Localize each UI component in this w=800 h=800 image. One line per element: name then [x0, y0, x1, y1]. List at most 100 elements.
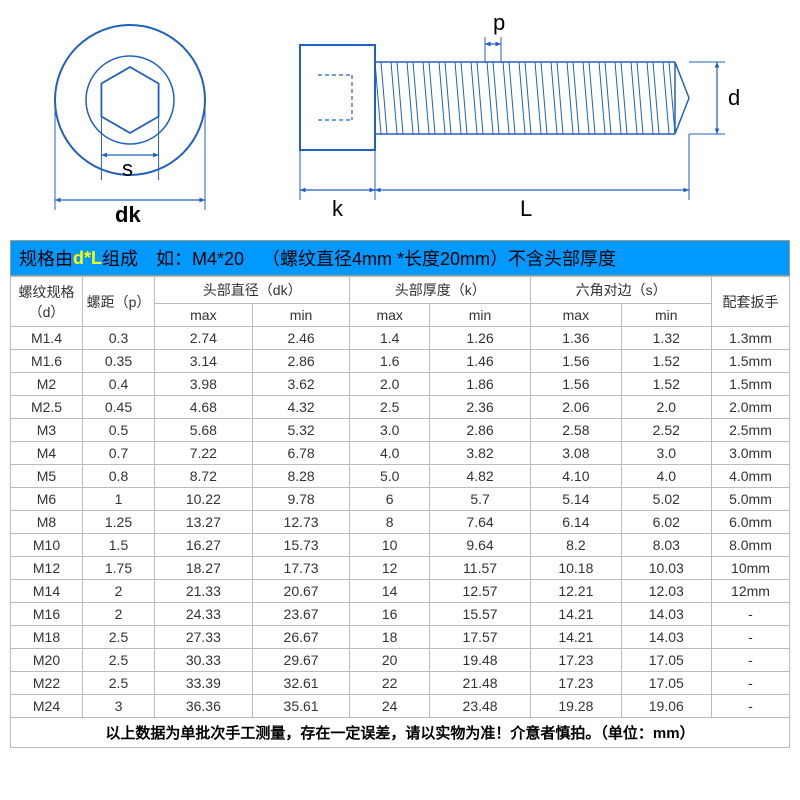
cell: -	[712, 649, 790, 672]
cell: M14	[11, 580, 83, 603]
cell: 2.5	[350, 396, 429, 419]
cell: 3.98	[155, 373, 253, 396]
cell: 1.56	[531, 350, 621, 373]
cell: 1.6	[350, 350, 429, 373]
cell: 6.78	[252, 442, 350, 465]
cell: 3.0	[350, 419, 429, 442]
label-p: p	[493, 10, 505, 36]
col-wrench: 配套扳手	[712, 277, 790, 327]
cell: -	[712, 603, 790, 626]
cell: -	[712, 626, 790, 649]
cell: 17.57	[429, 626, 530, 649]
cell: 2.52	[621, 419, 711, 442]
cell: 5.0	[350, 465, 429, 488]
cell: 12mm	[712, 580, 790, 603]
cell: 2.58	[531, 419, 621, 442]
spec-table: 螺纹规格（d） 螺距（p） 头部直径（dk） 头部厚度（k） 六角对边（s） 配…	[10, 276, 790, 718]
cell: 0.5	[83, 419, 155, 442]
cell: 19.28	[531, 695, 621, 718]
cell: 2.86	[252, 350, 350, 373]
cell: 3.62	[252, 373, 350, 396]
cell: 18	[350, 626, 429, 649]
cell: 3.0mm	[712, 442, 790, 465]
cell: 8.28	[252, 465, 350, 488]
cell: 10.18	[531, 557, 621, 580]
cell: M1.4	[11, 327, 83, 350]
cell: 16	[350, 603, 429, 626]
col-s-max: max	[531, 304, 621, 327]
cell: M4	[11, 442, 83, 465]
cell: 10.03	[621, 557, 711, 580]
cell: 3.14	[155, 350, 253, 373]
cell: 23.67	[252, 603, 350, 626]
cell: 4.0	[350, 442, 429, 465]
cell: 24.33	[155, 603, 253, 626]
cell: 5.68	[155, 419, 253, 442]
cell: 2.5	[83, 649, 155, 672]
cell: M1.6	[11, 350, 83, 373]
cell: 0.35	[83, 350, 155, 373]
cell: 3.08	[531, 442, 621, 465]
cell: 17.05	[621, 672, 711, 695]
cell: 13.27	[155, 511, 253, 534]
cell: 4.82	[429, 465, 530, 488]
cell: 17.23	[531, 672, 621, 695]
cell: 17.23	[531, 649, 621, 672]
cell: M22	[11, 672, 83, 695]
cell: 30.33	[155, 649, 253, 672]
cell: 2.46	[252, 327, 350, 350]
cell: 0.8	[83, 465, 155, 488]
table-row: M101.516.2715.73109.648.28.038.0mm	[11, 534, 790, 557]
cell: 23.48	[429, 695, 530, 718]
cell: 2.0	[350, 373, 429, 396]
footer-note: 以上数据为单批次手工测量，存在一定误差，请以实物为准！介意者慎拍。（单位：mm）	[10, 718, 790, 748]
cell: 1.36	[531, 327, 621, 350]
cell: M24	[11, 695, 83, 718]
cell: 6.14	[531, 511, 621, 534]
label-dk: dk	[115, 202, 141, 228]
cell: 8.03	[621, 534, 711, 557]
title-dl: d*L	[73, 248, 102, 269]
table-row: M121.7518.2717.731211.5710.1810.0310mm	[11, 557, 790, 580]
cell: 4.10	[531, 465, 621, 488]
cell: 2.5mm	[712, 419, 790, 442]
cell: 20.67	[252, 580, 350, 603]
cell: 1.46	[429, 350, 530, 373]
cell: 29.67	[252, 649, 350, 672]
col-k-max: max	[350, 304, 429, 327]
cell: 14.03	[621, 603, 711, 626]
cell: 1	[83, 488, 155, 511]
cell: 11.57	[429, 557, 530, 580]
cell: 26.67	[252, 626, 350, 649]
cell: M10	[11, 534, 83, 557]
table-row: M16224.3323.671615.5714.2114.03-	[11, 603, 790, 626]
cell: 36.36	[155, 695, 253, 718]
cell: 6.02	[621, 511, 711, 534]
cell: 27.33	[155, 626, 253, 649]
cell: 14.03	[621, 626, 711, 649]
table-row: M24336.3635.612423.4819.2819.06-	[11, 695, 790, 718]
cell: 5.0mm	[712, 488, 790, 511]
title-mid: 组成 如：M4*20 （螺纹直径4mm *长度20mm）不含头部厚度	[102, 245, 616, 271]
cell: 4.0	[621, 465, 711, 488]
cell: M18	[11, 626, 83, 649]
cell: 17.05	[621, 649, 711, 672]
cell: 2.86	[429, 419, 530, 442]
cell: 16.27	[155, 534, 253, 557]
cell: 3.0	[621, 442, 711, 465]
cell: 8.0mm	[712, 534, 790, 557]
cell: 1.4	[350, 327, 429, 350]
cell: 12.73	[252, 511, 350, 534]
cell: 14.21	[531, 603, 621, 626]
technical-diagram: s dk k L p d	[0, 0, 800, 240]
cell: 3.82	[429, 442, 530, 465]
cell: 2.36	[429, 396, 530, 419]
cell: 24	[350, 695, 429, 718]
cell: 12.21	[531, 580, 621, 603]
cell: 12.57	[429, 580, 530, 603]
cell: 5.02	[621, 488, 711, 511]
cell: 33.39	[155, 672, 253, 695]
table-row: M30.55.685.323.02.862.582.522.5mm	[11, 419, 790, 442]
cell: 10	[350, 534, 429, 557]
cell: 19.06	[621, 695, 711, 718]
